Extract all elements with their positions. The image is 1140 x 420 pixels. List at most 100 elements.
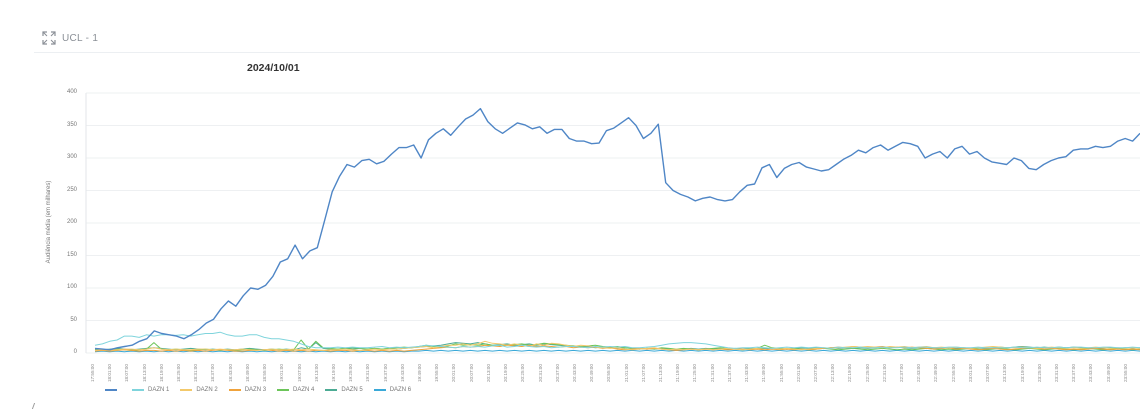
x-tick-label: 22:25:00 xyxy=(864,364,870,382)
x-tick-label: 22:49:00 xyxy=(933,364,939,382)
x-tick-label: 18:07:00 xyxy=(124,364,130,382)
x-tick-label: 19:07:00 xyxy=(296,364,302,382)
x-tick-label: 17:55:00 xyxy=(90,364,95,382)
x-tick-label: 22:13:00 xyxy=(830,364,836,382)
header-divider xyxy=(34,52,1140,53)
panel-header: UCL - 1 xyxy=(42,28,98,48)
panel-title: UCL - 1 xyxy=(62,32,99,44)
x-tick-label: 22:37:00 xyxy=(899,364,905,382)
x-tick-label: 19:43:00 xyxy=(399,364,405,382)
x-tick-label: 18:37:00 xyxy=(210,364,216,382)
legend-swatch xyxy=(132,389,144,391)
y-tick-label: 200 xyxy=(66,219,77,225)
x-tick-label: 21:55:00 xyxy=(778,364,784,382)
x-tick-label: 19:01:00 xyxy=(279,364,285,382)
x-tick-label: 21:13:00 xyxy=(658,364,664,382)
y-tick-label: 100 xyxy=(66,284,77,290)
legend-swatch xyxy=(373,389,386,391)
x-tick-label: 23:49:00 xyxy=(1105,364,1111,382)
y-tick-label: 50 xyxy=(70,316,77,323)
x-tick-label: 20:37:00 xyxy=(554,364,560,382)
x-tick-label: 21:37:00 xyxy=(726,364,732,382)
x-tick-label: 19:25:00 xyxy=(348,364,354,382)
legend-swatch xyxy=(180,389,193,391)
x-tick-label: 18:25:00 xyxy=(176,364,182,382)
x-tick-label: 20:31:00 xyxy=(537,364,543,382)
y-tick-label: 400 xyxy=(66,89,77,95)
x-tick-label: 21:19:00 xyxy=(675,364,681,382)
chart-legend: DAZN 1 DAZN 2 DAZN 3 DAZN 4 DAZN 5 DAZN 6 xyxy=(105,387,411,393)
x-tick-label: 23:19:00 xyxy=(1019,364,1025,382)
series-line-6 xyxy=(94,349,1140,353)
x-tick-label: 23:55:00 xyxy=(1122,364,1128,382)
x-tick-label: 18:13:00 xyxy=(141,364,147,382)
x-tick-label: 23:31:00 xyxy=(1053,364,1059,382)
x-tick-label: 19:19:00 xyxy=(330,364,336,382)
x-tick-label: 20:25:00 xyxy=(520,364,526,382)
chart-title: 2024/10/01 xyxy=(247,62,300,74)
y-tick-label: 300 xyxy=(66,154,77,160)
x-tick-label: 22:19:00 xyxy=(847,364,853,382)
x-tick-label: 18:49:00 xyxy=(244,364,250,382)
y-tick-label: 250 xyxy=(66,186,77,193)
x-tick-label: 19:13:00 xyxy=(313,364,319,382)
legend-item[interactable]: DAZN 2 xyxy=(180,387,218,393)
y-tick-label: 350 xyxy=(66,121,77,128)
series-line-1 xyxy=(94,331,1140,349)
x-tick-label: 18:43:00 xyxy=(227,364,233,382)
x-tick-label: 19:31:00 xyxy=(365,364,371,382)
legend-item[interactable]: DAZN 6 xyxy=(373,387,412,393)
legend-item[interactable]: DAZN 1 xyxy=(132,387,169,393)
x-tick-label: 23:25:00 xyxy=(1036,364,1042,382)
x-tick-label: 19:55:00 xyxy=(434,364,440,382)
legend-label: DAZN 2 xyxy=(196,387,218,393)
x-tick-label: 21:07:00 xyxy=(640,364,646,382)
x-tick-label: 20:49:00 xyxy=(589,364,595,382)
x-tick-label: 23:43:00 xyxy=(1088,364,1094,382)
x-tick-label: 20:07:00 xyxy=(468,364,474,382)
x-tick-label: 21:25:00 xyxy=(692,364,698,382)
x-tick-label: 18:01:00 xyxy=(107,364,113,382)
x-tick-label: 18:19:00 xyxy=(158,364,164,382)
expand-icon[interactable] xyxy=(42,31,56,45)
x-tick-label: 19:37:00 xyxy=(382,364,388,382)
x-tick-label: 22:43:00 xyxy=(916,364,922,382)
x-tick-label: 18:31:00 xyxy=(193,364,199,382)
series-line-0 xyxy=(94,107,1140,351)
x-tick-label: 20:55:00 xyxy=(606,364,612,382)
legend-swatch xyxy=(325,389,338,391)
x-tick-label: 23:37:00 xyxy=(1071,364,1077,382)
x-tick-label: 20:13:00 xyxy=(485,364,491,382)
x-tick-label: 23:13:00 xyxy=(1002,364,1008,382)
x-tick-label: 23:07:00 xyxy=(985,364,991,382)
x-tick-label: 20:43:00 xyxy=(571,364,577,382)
series-line-3 xyxy=(94,344,1140,352)
x-tick-label: 22:55:00 xyxy=(950,364,956,382)
x-tick-label: 21:43:00 xyxy=(744,364,750,382)
x-tick-label: 21:01:00 xyxy=(623,364,629,382)
x-tick-label: 22:01:00 xyxy=(795,364,801,382)
x-tick-label: 20:19:00 xyxy=(503,364,509,382)
y-tick-label: 0 xyxy=(73,349,77,355)
x-tick-label: 22:07:00 xyxy=(812,364,818,382)
legend-label: DAZN 6 xyxy=(389,387,412,393)
x-tick-label: 22:31:00 xyxy=(881,364,887,382)
legend-item[interactable]: DAZN 5 xyxy=(325,387,363,393)
legend-label: DAZN 5 xyxy=(341,387,363,393)
legend-item[interactable]: DAZN 4 xyxy=(277,387,314,393)
y-tick-label: 150 xyxy=(66,251,77,258)
x-tick-label: 21:31:00 xyxy=(709,364,715,382)
x-tick-label: 21:49:00 xyxy=(761,364,767,382)
legend-swatch xyxy=(105,389,117,391)
legend-label: DAZN 4 xyxy=(293,387,315,393)
legend-item[interactable]: DAZN 3 xyxy=(228,387,267,393)
legend-label: DAZN 3 xyxy=(244,387,267,393)
x-tick-label: 18:55:00 xyxy=(262,364,268,382)
x-tick-label: 19:49:00 xyxy=(417,364,423,382)
legend-swatch xyxy=(228,389,241,391)
x-tick-label: 20:01:00 xyxy=(451,364,457,382)
legend-item[interactable] xyxy=(105,389,121,391)
legend-swatch xyxy=(277,389,290,391)
x-tick-label: 23:01:00 xyxy=(967,364,973,382)
